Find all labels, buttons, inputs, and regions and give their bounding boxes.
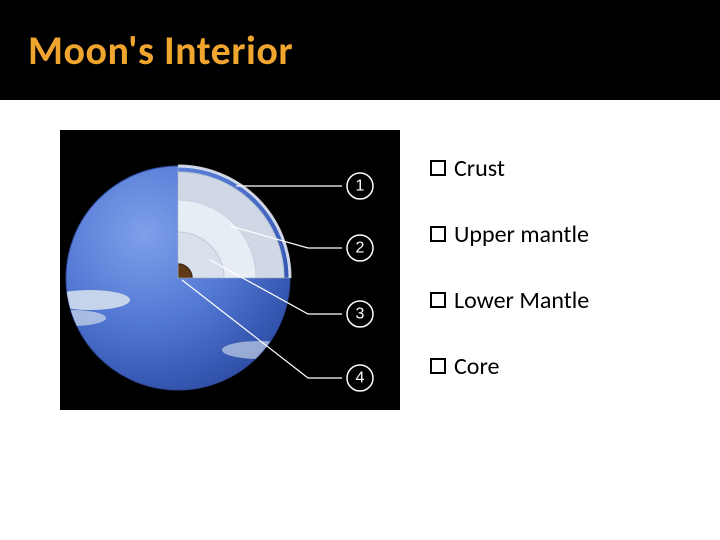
- slide-title: Moon's Interior: [28, 26, 293, 75]
- svg-text:1: 1: [356, 178, 365, 195]
- svg-text:3: 3: [356, 306, 365, 323]
- diagram-panel: 1 2 3 4: [60, 130, 400, 410]
- moon-cutaway-svg: 1 2 3 4: [60, 130, 400, 410]
- title-bar: Moon's Interior: [0, 0, 720, 100]
- label-item-1: Crust: [430, 135, 690, 201]
- svg-text:4: 4: [356, 370, 365, 387]
- label-item-4: Core: [430, 333, 690, 399]
- bullet-icon: [430, 358, 446, 374]
- slide: Moon's Interior: [0, 0, 720, 540]
- label-item-2: Upper mantle: [430, 201, 690, 267]
- number-markers: 1 2 3 4: [347, 173, 373, 391]
- bullet-icon: [430, 226, 446, 242]
- bullet-icon: [430, 292, 446, 308]
- svg-text:2: 2: [356, 240, 365, 257]
- bullet-icon: [430, 160, 446, 176]
- label-text: Crust: [454, 154, 505, 183]
- label-text: Lower Mantle: [454, 286, 589, 315]
- label-item-3: Lower Mantle: [430, 267, 690, 333]
- label-list: Crust Upper mantle Lower Mantle Core: [430, 135, 690, 399]
- label-text: Upper mantle: [454, 220, 589, 249]
- label-text: Core: [454, 352, 499, 381]
